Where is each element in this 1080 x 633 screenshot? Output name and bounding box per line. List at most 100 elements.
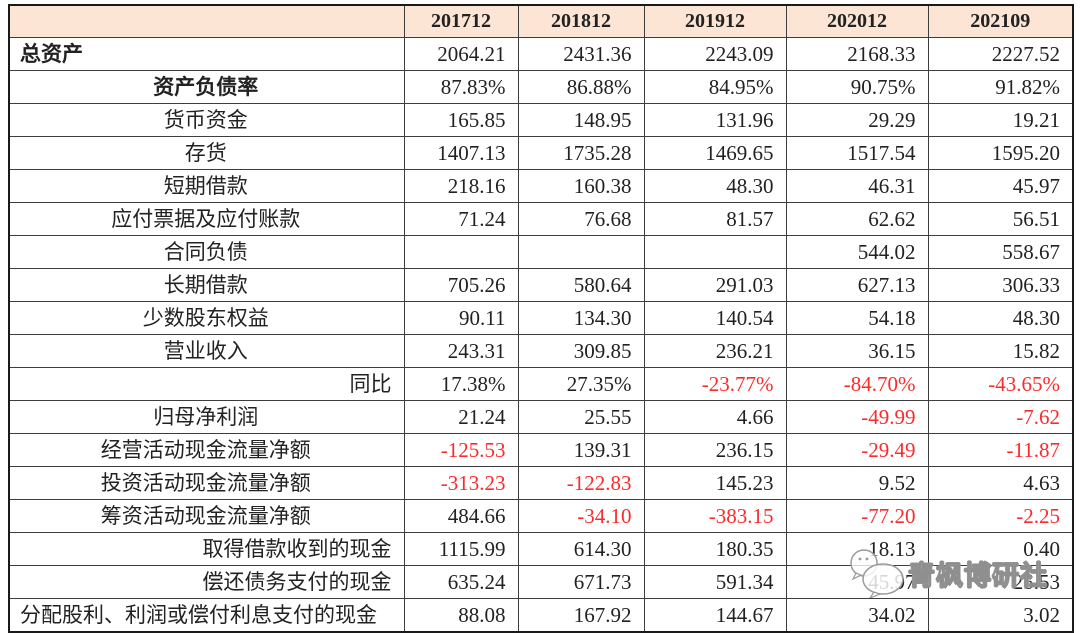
value-cell: 236.15 bbox=[643, 433, 787, 467]
value-cell: 484.66 bbox=[403, 499, 519, 533]
table-row: 分配股利、利润或偿付利息支付的现金 88.08 167.92 144.67 34.02 3… bbox=[8, 598, 1074, 633]
value-cell: 4.66 bbox=[643, 400, 787, 434]
table-row: 应付票据及应付账款 71.24 76.68 81.57 62.62 56.51 bbox=[8, 202, 1074, 236]
value-cell: 17.38% bbox=[403, 367, 519, 401]
row-label: 合同负债 bbox=[8, 235, 405, 269]
value-cell: 635.24 bbox=[403, 565, 519, 599]
table-row: 少数股东权益 90.11 134.30 140.54 54.18 48.30 bbox=[8, 301, 1074, 335]
value-cell: 91.82% bbox=[927, 70, 1074, 104]
header-year-201812: 201812 bbox=[517, 4, 645, 38]
value-cell: 591.34 bbox=[643, 565, 787, 599]
value-cell: 71.24 bbox=[403, 202, 519, 236]
value-cell: 134.30 bbox=[517, 301, 645, 335]
value-cell: 62.62 bbox=[785, 202, 929, 236]
value-cell: 544.02 bbox=[785, 235, 929, 269]
row-label: 总资产 bbox=[8, 37, 405, 71]
header-year-202012: 202012 bbox=[785, 4, 929, 38]
value-cell: 4.63 bbox=[927, 466, 1074, 500]
value-cell: 558.67 bbox=[927, 235, 1074, 269]
row-label: 归母净利润 bbox=[8, 400, 405, 434]
value-cell: 90.75% bbox=[785, 70, 929, 104]
value-cell: 705.26 bbox=[403, 268, 519, 302]
value-cell: 139.31 bbox=[517, 433, 645, 467]
value-cell: 148.95 bbox=[517, 103, 645, 137]
table-row: 归母净利润 21.24 25.55 4.66 -49.99 -7.62 bbox=[8, 400, 1074, 434]
table-row: 货币资金 165.85 148.95 131.96 29.29 19.21 bbox=[8, 103, 1074, 137]
value-cell: 19.21 bbox=[927, 103, 1074, 137]
table-row: 同比 17.38% 27.35% -23.77% -84.70% -43.65% bbox=[8, 367, 1074, 401]
value-cell: 21.24 bbox=[403, 400, 519, 434]
value-cell: 3.02 bbox=[927, 598, 1074, 633]
header-corner-cell bbox=[8, 4, 405, 38]
value-cell: 90.11 bbox=[403, 301, 519, 335]
value-cell: -84.70% bbox=[785, 367, 929, 401]
value-cell: 1517.54 bbox=[785, 136, 929, 170]
value-cell bbox=[403, 235, 519, 269]
row-label: 投资活动现金流量净额 bbox=[8, 466, 405, 500]
value-cell: 48.30 bbox=[643, 169, 787, 203]
value-cell: 2243.09 bbox=[643, 37, 787, 71]
row-label: 偿还债务支付的现金 bbox=[8, 565, 405, 599]
value-cell: 86.88% bbox=[517, 70, 645, 104]
row-label: 长期借款 bbox=[8, 268, 405, 302]
value-cell: -2.25 bbox=[927, 499, 1074, 533]
value-cell: 56.51 bbox=[927, 202, 1074, 236]
value-cell: -122.83 bbox=[517, 466, 645, 500]
value-cell: -43.65% bbox=[927, 367, 1074, 401]
value-cell: -29.49 bbox=[785, 433, 929, 467]
value-cell: 45.97 bbox=[927, 169, 1074, 203]
value-cell: 88.08 bbox=[403, 598, 519, 633]
value-cell: -125.53 bbox=[403, 433, 519, 467]
value-cell: -7.62 bbox=[927, 400, 1074, 434]
value-cell: -77.20 bbox=[785, 499, 929, 533]
table-row: 长期借款 705.26 580.64 291.03 627.13 306.33 bbox=[8, 268, 1074, 302]
value-cell: 580.64 bbox=[517, 268, 645, 302]
financial-table: 201712 201812 201912 202012 202109 总资产 20… bbox=[8, 4, 1074, 633]
row-label: 同比 bbox=[8, 367, 405, 401]
value-cell: 243.31 bbox=[403, 334, 519, 368]
table-row: 合同负债 544.02 558.67 bbox=[8, 235, 1074, 269]
row-label: 取得借款收到的现金 bbox=[8, 532, 405, 566]
value-cell: 167.92 bbox=[517, 598, 645, 633]
row-label: 分配股利、利润或偿付利息支付的现金 bbox=[8, 598, 405, 633]
table-row: 存货 1407.13 1735.28 1469.65 1517.54 1595.20 bbox=[8, 136, 1074, 170]
header-year-201912: 201912 bbox=[643, 4, 787, 38]
value-cell: 27.35% bbox=[517, 367, 645, 401]
row-label: 货币资金 bbox=[8, 103, 405, 137]
value-cell: 2064.21 bbox=[403, 37, 519, 71]
table-row: 筹资活动现金流量净额 484.66 -34.10 -383.15 -77.20 -2.25 bbox=[8, 499, 1074, 533]
table-row: 短期借款 218.16 160.38 48.30 46.31 45.97 bbox=[8, 169, 1074, 203]
value-cell: -34.10 bbox=[517, 499, 645, 533]
row-label: 少数股东权益 bbox=[8, 301, 405, 335]
value-cell: 627.13 bbox=[785, 268, 929, 302]
value-cell: 46.31 bbox=[785, 169, 929, 203]
row-label: 短期借款 bbox=[8, 169, 405, 203]
value-cell: 131.96 bbox=[643, 103, 787, 137]
value-cell: -383.15 bbox=[643, 499, 787, 533]
value-cell: 25.53 bbox=[927, 565, 1074, 599]
value-cell: 140.54 bbox=[643, 301, 787, 335]
value-cell: 18.13 bbox=[785, 532, 929, 566]
value-cell: 236.21 bbox=[643, 334, 787, 368]
value-cell: 84.95% bbox=[643, 70, 787, 104]
value-cell: 145.23 bbox=[643, 466, 787, 500]
value-cell: 218.16 bbox=[403, 169, 519, 203]
value-cell: 291.03 bbox=[643, 268, 787, 302]
row-label: 资产负债率 bbox=[8, 70, 405, 104]
value-cell: 1469.65 bbox=[643, 136, 787, 170]
table-body: 总资产 2064.21 2431.36 2243.09 2168.33 2227.52 资产… bbox=[8, 37, 1074, 633]
value-cell: 144.67 bbox=[643, 598, 787, 633]
header-row: 201712 201812 201912 202012 202109 bbox=[8, 4, 1074, 38]
value-cell: 309.85 bbox=[517, 334, 645, 368]
value-cell: 34.02 bbox=[785, 598, 929, 633]
value-cell: 1115.99 bbox=[403, 532, 519, 566]
value-cell: 165.85 bbox=[403, 103, 519, 137]
value-cell: 614.30 bbox=[517, 532, 645, 566]
value-cell: 48.30 bbox=[927, 301, 1074, 335]
value-cell: 45.97 bbox=[785, 565, 929, 599]
table-row: 总资产 2064.21 2431.36 2243.09 2168.33 2227.52 bbox=[8, 37, 1074, 71]
value-cell: -49.99 bbox=[785, 400, 929, 434]
row-label: 应付票据及应付账款 bbox=[8, 202, 405, 236]
value-cell: -11.87 bbox=[927, 433, 1074, 467]
